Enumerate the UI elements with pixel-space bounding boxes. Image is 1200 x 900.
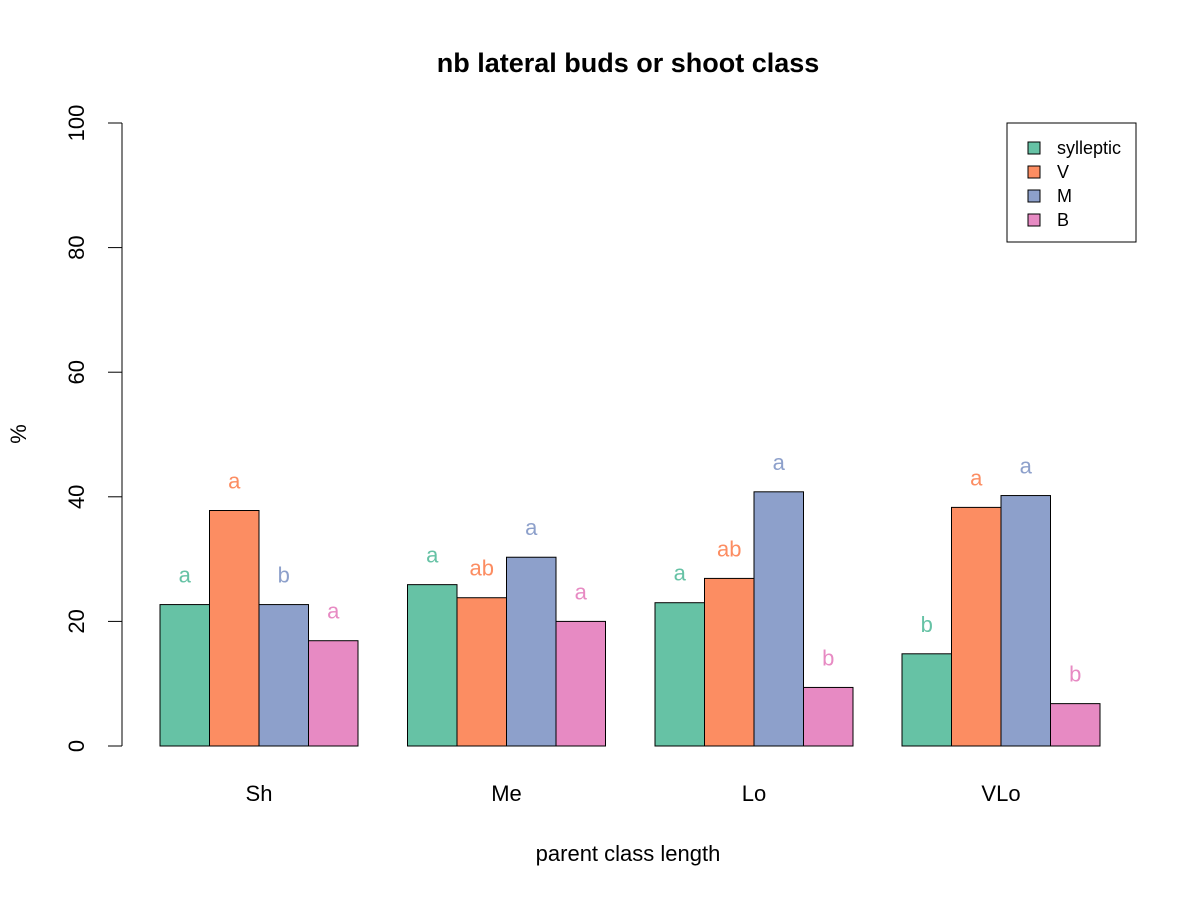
significance-label: b bbox=[1069, 662, 1081, 687]
legend-swatch bbox=[1027, 141, 1041, 155]
y-tick-label: 20 bbox=[64, 609, 89, 633]
significance-label: a bbox=[575, 579, 588, 604]
legend-swatch bbox=[1027, 213, 1041, 227]
significance-label: a bbox=[426, 543, 439, 568]
y-tick-label: 40 bbox=[64, 485, 89, 509]
x-tick-label: VLo bbox=[981, 781, 1020, 806]
x-tick-label: Lo bbox=[742, 781, 766, 806]
bar-vlo-sylleptic bbox=[901, 653, 952, 747]
legend-swatch bbox=[1027, 165, 1041, 179]
significance-label: a bbox=[228, 469, 241, 494]
bar-lo-b bbox=[803, 686, 854, 747]
bar-lo-sylleptic bbox=[654, 602, 705, 747]
legend-label: M bbox=[1057, 186, 1072, 206]
bar-sh-sylleptic bbox=[159, 604, 210, 747]
bar-me-b bbox=[555, 620, 606, 747]
legend-label: V bbox=[1057, 162, 1069, 182]
chart-title: nb lateral buds or shoot class bbox=[437, 48, 820, 78]
y-axis-label: % bbox=[6, 424, 31, 444]
significance-label: a bbox=[970, 465, 983, 490]
x-axis-label: parent class length bbox=[536, 841, 721, 866]
y-tick-label: 100 bbox=[64, 105, 89, 142]
significance-label: ab bbox=[470, 556, 494, 581]
bar-sh-v bbox=[209, 510, 260, 747]
legend: sylleptic VMB bbox=[1006, 122, 1137, 243]
bar-vlo-b bbox=[1050, 703, 1101, 747]
significance-label: a bbox=[773, 450, 786, 475]
significance-label: a bbox=[674, 561, 687, 586]
bar-lo-v bbox=[704, 577, 755, 747]
bar-sh-b bbox=[308, 640, 359, 747]
significance-label: a bbox=[525, 515, 538, 540]
significance-label: b bbox=[822, 645, 834, 670]
x-tick-label: Sh bbox=[246, 781, 273, 806]
significance-label: b bbox=[921, 612, 933, 637]
bar-me-v bbox=[456, 597, 507, 747]
significance-label: a bbox=[327, 599, 340, 624]
legend-label: sylleptic bbox=[1057, 138, 1121, 158]
y-tick-label: 0 bbox=[64, 740, 89, 752]
legend-label: B bbox=[1057, 210, 1069, 230]
y-tick-label: 60 bbox=[64, 360, 89, 384]
significance-label: ab bbox=[717, 536, 741, 561]
x-axis: Sh Me Lo VLo bbox=[246, 781, 1021, 806]
x-tick-label: Me bbox=[491, 781, 522, 806]
significance-label: a bbox=[179, 563, 192, 588]
bar-me-m bbox=[506, 556, 557, 747]
y-tick-label: 80 bbox=[64, 235, 89, 259]
bar-lo-m bbox=[753, 491, 804, 747]
significance-label: b bbox=[278, 563, 290, 588]
bar-me-sylleptic bbox=[407, 584, 458, 747]
y-axis: 0 20 40 60 80 100 bbox=[64, 105, 123, 752]
bar-vlo-m bbox=[1000, 495, 1051, 747]
legend-swatch bbox=[1027, 189, 1041, 203]
bar-vlo-v bbox=[951, 506, 1002, 747]
significance-label: a bbox=[1020, 454, 1033, 479]
bar-sh-m bbox=[258, 604, 309, 747]
